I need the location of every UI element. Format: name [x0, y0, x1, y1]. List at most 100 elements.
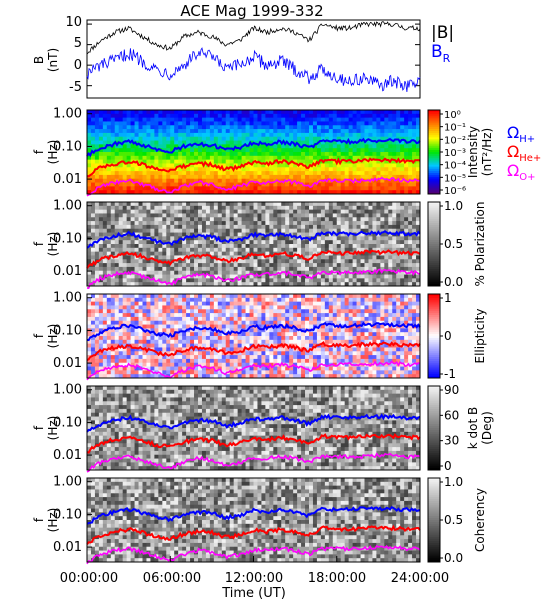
spectrogram-cell: [241, 159, 246, 164]
spectrogram-cell: [376, 136, 381, 141]
spectrogram-cell: [344, 255, 350, 260]
spectrogram-cell: [380, 136, 385, 141]
spectrogram-cell: [146, 263, 151, 268]
spectrogram-cell: [261, 209, 266, 214]
spectrogram-cell: [396, 140, 401, 145]
spectrogram-cell: [269, 374, 274, 379]
spectrogram-cell: [281, 136, 286, 141]
spectrogram-cell: [412, 182, 417, 187]
spectrogram-cell: [392, 240, 397, 245]
spectrogram-cell: [380, 202, 385, 207]
spectrogram-cell: [110, 366, 116, 371]
spectrogram-cell: [162, 328, 167, 333]
spectrogram-cell: [392, 228, 397, 233]
spectrogram-cell: [241, 351, 246, 356]
spectrogram-cell: [138, 270, 143, 275]
spectrogram-cell: [162, 121, 167, 126]
spectrogram-cell: [328, 259, 334, 264]
spectrogram-cell: [400, 259, 405, 264]
spectrogram-cell: [205, 328, 211, 333]
spectrogram-cell: [229, 182, 235, 187]
spectrogram-cell: [138, 224, 143, 230]
spectrogram-cell: [126, 263, 131, 268]
spectrogram-cell: [229, 125, 235, 130]
spectrogram-cell: [154, 343, 159, 348]
spectrogram-cell: [134, 129, 139, 134]
spectrogram-cell: [277, 320, 282, 325]
spectrogram-cell: [320, 167, 326, 172]
spectrogram-cell: [182, 305, 187, 310]
spectrogram-cell: [102, 332, 108, 337]
spectrogram-cell: [186, 294, 191, 299]
spectrogram-cell: [201, 247, 207, 253]
spectrogram-cell: [150, 202, 155, 207]
spectrogram-cell: [408, 136, 413, 141]
spectrogram-cell: [162, 266, 167, 272]
spectrogram-cell: [348, 110, 353, 115]
spectrogram-cell: [122, 117, 128, 122]
spectrogram-cell: [87, 190, 92, 195]
spectrogram-cell: [356, 251, 361, 256]
spectrogram-cell: [162, 320, 167, 325]
spectrogram-cell: [360, 266, 365, 272]
spectrogram-cell: [158, 155, 163, 161]
spectrogram-cell: [269, 351, 274, 356]
spectrogram-cell: [348, 244, 353, 249]
colorbar-step: [428, 267, 440, 270]
spectrogram-cell: [170, 121, 175, 126]
spectrogram-cell: [380, 178, 385, 183]
spectrogram-cell: [324, 202, 330, 207]
spectrogram-cell: [261, 217, 266, 222]
spectrogram-cell: [134, 148, 139, 153]
spectrogram-cell: [186, 136, 191, 141]
spectrogram-cell: [158, 171, 163, 176]
spectrogram-cell: [312, 270, 318, 275]
spectrogram-cell: [102, 186, 108, 191]
spectrogram-cell: [269, 294, 274, 299]
spectrogram-cell: [249, 171, 254, 176]
spectrogram-cell: [416, 213, 421, 218]
spectrogram-cell: [352, 255, 357, 260]
spectrogram-cell: [170, 129, 175, 134]
spectrogram-cell: [190, 294, 195, 299]
spectrogram-cell: [87, 278, 92, 283]
spectrogram-cell: [265, 205, 270, 211]
spectrogram-cell: [122, 217, 128, 222]
spectrogram-cell: [122, 213, 128, 218]
spectrogram-cell: [146, 167, 151, 172]
spectrogram-cell: [249, 182, 254, 187]
spectrogram-cell: [198, 186, 203, 191]
spectrogram-cell: [237, 232, 242, 237]
spectrogram-cell: [182, 217, 187, 222]
spectrogram-cell: [281, 132, 286, 138]
spectrogram-cell: [348, 263, 353, 268]
spectrogram-cell: [166, 224, 171, 230]
spectrogram-cell: [384, 171, 389, 176]
spectrogram-cell: [114, 343, 120, 348]
spectrogram-cell: [213, 174, 219, 180]
spectrogram-cell: [312, 221, 318, 226]
spectrogram-cell: [332, 209, 338, 214]
spectrogram-cell: [225, 282, 231, 287]
spectrogram-cell: [316, 174, 322, 180]
spectrogram-cell: [241, 113, 246, 119]
spectrogram-cell: [340, 202, 346, 207]
spectrogram-cell: [154, 324, 159, 329]
spectrogram-cell: [269, 236, 274, 241]
colorbar-step: [428, 202, 440, 205]
spectrogram-cell: [150, 217, 155, 222]
b-field-panel: B (nT) 10 5 0 -5 |B| BR: [32, 15, 454, 99]
spectrogram-cell: [376, 163, 381, 168]
spectrogram-cell: [380, 209, 385, 214]
spectrogram-cell: [265, 121, 270, 126]
spectrogram-cell: [285, 305, 290, 310]
spectrogram-cell: [225, 132, 231, 138]
spectrogram-cell: [205, 282, 211, 287]
spectrogram-cell: [328, 274, 334, 279]
spectrogram-cell: [257, 155, 262, 161]
spectrogram-cell: [162, 278, 167, 283]
spectrogram-cell: [312, 144, 318, 149]
spectrogram-cell: [320, 113, 326, 119]
spectrogram-cell: [360, 155, 365, 161]
spectrogram-cell: [150, 278, 155, 283]
